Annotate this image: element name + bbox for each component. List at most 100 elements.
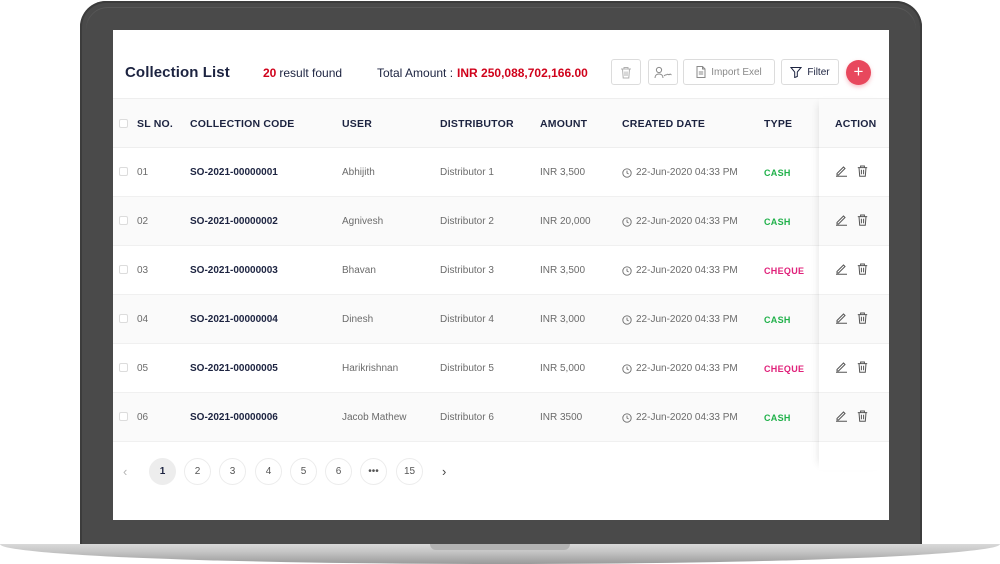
edit-button[interactable] (835, 164, 848, 182)
col-action: ACTION (835, 118, 877, 130)
page-button[interactable]: 1 (149, 458, 176, 485)
row-code[interactable]: SO-2021-00000006 (190, 412, 278, 423)
row-type-badge: CASH (764, 217, 791, 227)
edit-button[interactable] (835, 262, 848, 280)
col-type[interactable]: TYPE (764, 118, 793, 130)
col-distributor[interactable]: DISTRIBUTOR (440, 118, 514, 130)
row-actions (835, 213, 877, 231)
collection-table: SL NO. COLLECTION CODE USER DISTRIBUTOR … (113, 98, 889, 442)
delete-button[interactable] (857, 262, 868, 280)
row-checkbox[interactable] (119, 363, 128, 372)
row-checkbox[interactable] (119, 167, 128, 176)
row-code[interactable]: SO-2021-00000004 (190, 314, 278, 325)
trash-icon (857, 410, 868, 422)
col-user[interactable]: USER (342, 118, 372, 130)
row-user: Dinesh (342, 314, 374, 325)
row-amount: INR 5,000 (540, 363, 586, 374)
pagination: ‹ 1 2 3 4 5 6 ••• 15 › (113, 457, 889, 487)
select-all-checkbox[interactable] (119, 119, 128, 128)
row-user: Abhijith (342, 167, 375, 178)
row-date: 22-Jun-2020 04:33 PM (622, 265, 738, 276)
delete-button[interactable] (857, 164, 868, 182)
row-code[interactable]: SO-2021-00000002 (190, 216, 278, 227)
page-button[interactable]: 15 (396, 458, 423, 485)
page-title: Collection List (125, 64, 230, 81)
delete-button[interactable] (857, 311, 868, 329)
laptop-base (0, 544, 1000, 564)
assign-user-button[interactable] (648, 59, 678, 85)
row-checkbox[interactable] (119, 265, 128, 274)
row-user: Agnivesh (342, 216, 384, 227)
filter-button[interactable]: Filter (781, 59, 839, 85)
col-created-date[interactable]: CREATED DATE (622, 118, 706, 130)
row-code[interactable]: SO-2021-00000001 (190, 167, 278, 178)
row-actions (835, 360, 877, 378)
filter-icon (790, 67, 803, 78)
trash-icon (621, 66, 631, 78)
row-actions (835, 262, 877, 280)
row-sl: 06 (137, 412, 149, 423)
import-excel-button[interactable]: Import Exel (683, 59, 775, 85)
pencil-icon (836, 362, 847, 373)
row-date-text: 22-Jun-2020 04:33 PM (636, 216, 738, 227)
row-date-text: 22-Jun-2020 04:33 PM (636, 314, 738, 325)
pencil-icon (836, 411, 847, 422)
delete-button[interactable] (857, 360, 868, 378)
row-actions (835, 164, 877, 182)
bulk-delete-button[interactable] (611, 59, 641, 85)
page-header: Collection List 20 result found Total Amo… (113, 30, 889, 98)
row-date-text: 22-Jun-2020 04:33 PM (636, 265, 738, 276)
edit-button[interactable] (835, 360, 848, 378)
table-row[interactable]: 05 SO-2021-00000005 Harikrishnan Distrib… (113, 344, 889, 393)
total-value: INR 250,088,702,166.00 (457, 66, 588, 80)
row-amount: INR 20,000 (540, 216, 591, 227)
table-row[interactable]: 03 SO-2021-00000003 Bhavan Distributor 3… (113, 246, 889, 295)
row-user: Jacob Mathew (342, 412, 407, 423)
row-amount: INR 3,500 (540, 265, 586, 276)
row-amount: INR 3,000 (540, 314, 586, 325)
delete-button[interactable] (857, 213, 868, 231)
trash-icon (857, 214, 868, 226)
col-collection-code[interactable]: COLLECTION CODE (190, 118, 295, 130)
total-label: Total Amount : (377, 66, 454, 80)
prev-page-button[interactable]: ‹ (123, 464, 128, 479)
table-row[interactable]: 02 SO-2021-00000002 Agnivesh Distributor… (113, 197, 889, 246)
laptop-notch (430, 544, 570, 550)
row-checkbox[interactable] (119, 216, 128, 225)
row-amount: INR 3500 (540, 412, 583, 423)
row-code[interactable]: SO-2021-00000003 (190, 265, 278, 276)
page-button[interactable]: 4 (255, 458, 282, 485)
row-user: Harikrishnan (342, 363, 399, 374)
edit-button[interactable] (835, 409, 848, 427)
pencil-icon (836, 313, 847, 324)
row-sl: 05 (137, 363, 149, 374)
col-sl-no[interactable]: SL NO. (137, 118, 174, 130)
page-ellipsis[interactable]: ••• (360, 458, 387, 485)
filter-label: Filter (807, 66, 830, 78)
page-button[interactable]: 6 (325, 458, 352, 485)
table-row[interactable]: 01 SO-2021-00000001 Abhijith Distributor… (113, 148, 889, 197)
result-count: 20 (263, 66, 277, 80)
clock-icon (622, 363, 632, 374)
edit-button[interactable] (835, 311, 848, 329)
row-code[interactable]: SO-2021-00000005 (190, 363, 278, 374)
clock-icon (622, 314, 632, 325)
table-row[interactable]: 04 SO-2021-00000004 Dinesh Distributor 4… (113, 295, 889, 344)
row-checkbox[interactable] (119, 412, 128, 421)
page-button[interactable]: 5 (290, 458, 317, 485)
row-actions (835, 409, 877, 427)
row-distributor: Distributor 5 (440, 363, 494, 374)
col-amount[interactable]: AMOUNT (540, 118, 588, 130)
row-date: 22-Jun-2020 04:33 PM (622, 314, 738, 325)
next-page-button[interactable]: › (442, 464, 447, 479)
row-type-badge: CHEQUE (764, 266, 805, 276)
row-distributor: Distributor 1 (440, 167, 494, 178)
page-button[interactable]: 2 (184, 458, 211, 485)
row-checkbox[interactable] (119, 314, 128, 323)
edit-button[interactable] (835, 213, 848, 231)
table-row[interactable]: 06 SO-2021-00000006 Jacob Mathew Distrib… (113, 393, 889, 442)
trash-icon (857, 165, 868, 177)
page-button[interactable]: 3 (219, 458, 246, 485)
add-collection-button[interactable]: + (846, 60, 871, 85)
delete-button[interactable] (857, 409, 868, 427)
